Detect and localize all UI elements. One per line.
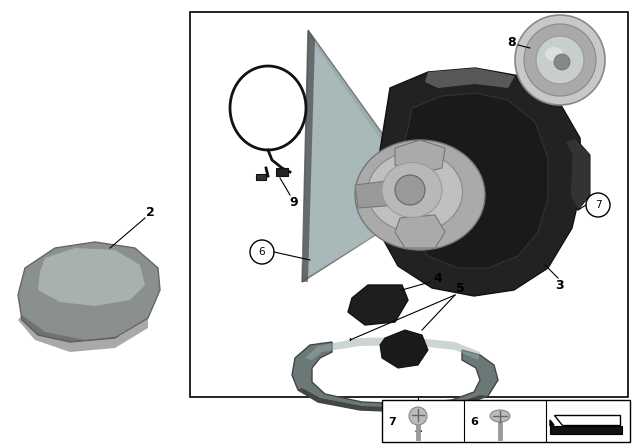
Polygon shape (355, 180, 398, 208)
Polygon shape (565, 138, 590, 210)
Polygon shape (305, 337, 480, 360)
Polygon shape (38, 248, 145, 306)
Polygon shape (292, 342, 498, 412)
Polygon shape (380, 330, 428, 368)
Ellipse shape (367, 152, 463, 232)
Text: 4: 4 (434, 271, 442, 284)
Ellipse shape (355, 140, 485, 250)
Polygon shape (302, 38, 428, 278)
Bar (256, 174, 266, 180)
Polygon shape (302, 30, 430, 282)
Polygon shape (554, 415, 620, 425)
Ellipse shape (545, 47, 563, 61)
Text: 6: 6 (259, 247, 266, 257)
Text: 5: 5 (456, 281, 465, 294)
Text: 7: 7 (595, 200, 602, 210)
Circle shape (554, 54, 570, 70)
Circle shape (536, 36, 584, 84)
Text: 9: 9 (290, 195, 298, 208)
Polygon shape (398, 93, 548, 268)
Bar (276, 168, 288, 176)
Ellipse shape (382, 163, 442, 217)
Polygon shape (550, 420, 554, 426)
Circle shape (409, 407, 427, 425)
Polygon shape (298, 388, 488, 412)
Circle shape (515, 15, 605, 105)
Circle shape (524, 24, 596, 96)
Text: 6: 6 (470, 417, 478, 427)
Polygon shape (348, 285, 408, 325)
Ellipse shape (490, 410, 510, 422)
Text: 1: 1 (413, 422, 422, 435)
Polygon shape (18, 242, 160, 342)
Polygon shape (395, 215, 445, 248)
Bar (190, 12, 628, 397)
Polygon shape (18, 315, 148, 352)
Polygon shape (395, 140, 445, 174)
Text: 2: 2 (146, 206, 154, 219)
Bar (382, 400, 630, 442)
Text: 7: 7 (388, 417, 396, 427)
Text: 3: 3 (556, 279, 564, 292)
Circle shape (395, 175, 425, 205)
Polygon shape (375, 68, 582, 296)
Polygon shape (302, 30, 315, 282)
Polygon shape (425, 68, 515, 88)
Bar (550, 426, 622, 434)
Text: 8: 8 (508, 35, 516, 48)
